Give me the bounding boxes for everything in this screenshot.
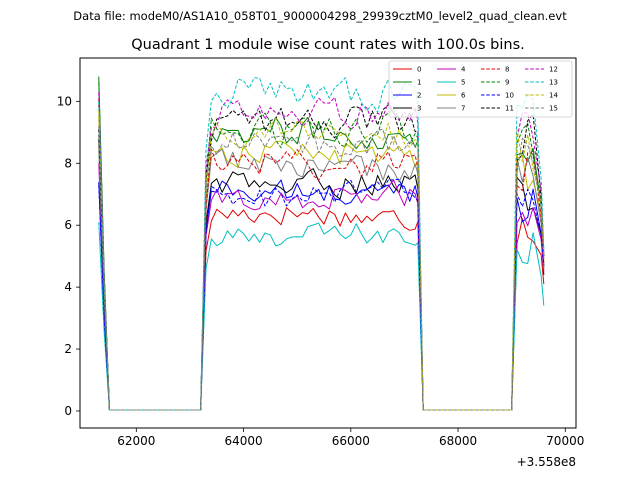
series-line-6: [98, 116, 545, 411]
series-line-14: [98, 110, 545, 411]
legend-label-9: 9: [505, 79, 509, 87]
series-line-8: [98, 104, 545, 411]
legend-label-10: 10: [505, 92, 514, 100]
series-line-4: [98, 163, 545, 411]
x-tick-label: 68000: [439, 434, 477, 448]
x-axis: 62000 64000 66000 68000 70000: [117, 428, 584, 448]
legend-label-2: 2: [417, 92, 421, 100]
x-tick-label: 70000: [546, 434, 584, 448]
legend-label-11: 11: [505, 105, 514, 113]
chart-title: Quadrant 1 module wise count rates with …: [131, 37, 525, 53]
legend-label-13: 13: [549, 79, 558, 87]
legend-label-4: 4: [461, 66, 466, 74]
series-layer: [98, 76, 545, 411]
legend-label-14: 14: [549, 92, 558, 100]
legend-label-1: 1: [417, 79, 421, 87]
legend-label-15: 15: [549, 105, 558, 113]
series-line-5: [98, 222, 545, 411]
x-tick-label: 62000: [117, 434, 155, 448]
legend-label-12: 12: [549, 66, 558, 74]
y-tick-label: 6: [64, 218, 72, 232]
y-tick-label: 2: [64, 342, 72, 356]
series-line-10: [98, 178, 545, 411]
legend-label-0: 0: [417, 66, 421, 74]
y-axis: 0 2 4 6 8 10: [57, 94, 80, 418]
series-line-2: [98, 179, 545, 411]
legend-label-3: 3: [417, 105, 421, 113]
legend-box: [388, 60, 573, 118]
plot-frame: [79, 57, 577, 429]
series-line-1: [98, 76, 545, 411]
series-line-11: [98, 104, 545, 411]
x-offset-label: +3.558e8: [517, 455, 576, 469]
x-tick-label: 66000: [332, 434, 370, 448]
y-tick-label: 4: [64, 280, 72, 294]
legend-label-8: 8: [505, 66, 509, 74]
legend-label-5: 5: [461, 79, 465, 87]
series-line-3: [98, 138, 545, 411]
y-tick-label: 10: [57, 94, 72, 108]
x-tick-label: 64000: [224, 434, 262, 448]
legend-label-7: 7: [461, 105, 465, 113]
series-line-15: [98, 126, 545, 411]
series-line-9: [98, 82, 545, 411]
y-tick-label: 8: [64, 156, 72, 170]
data-file-label: Data file: modeM0/AS1A10_058T01_90000042…: [73, 9, 567, 23]
y-tick-label: 0: [64, 404, 72, 418]
legend-label-6: 6: [461, 92, 466, 100]
series-line-0: [98, 98, 545, 411]
